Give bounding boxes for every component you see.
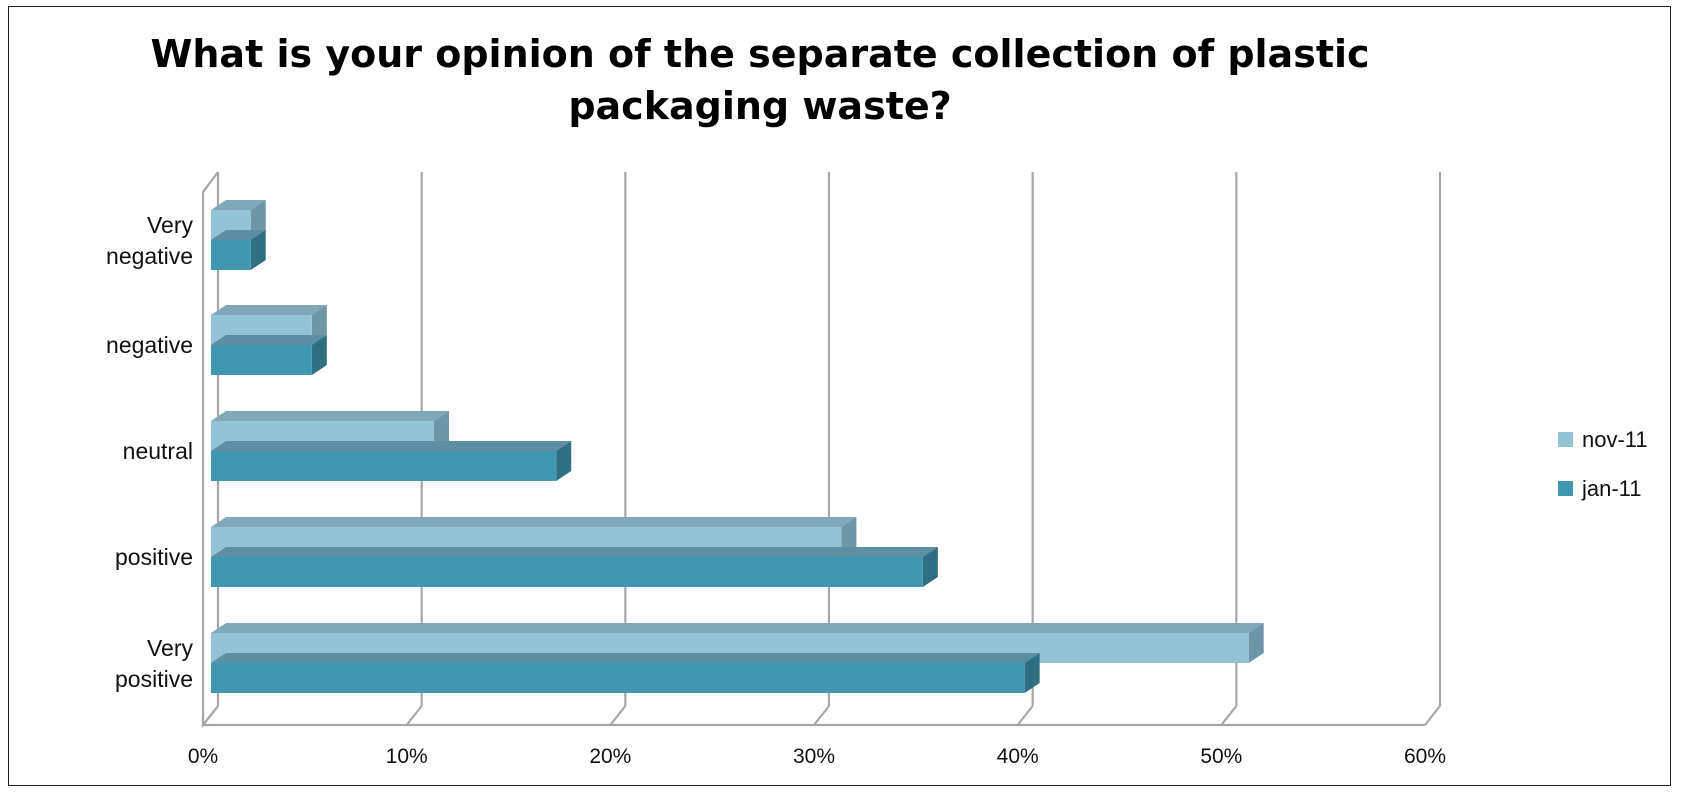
bar <box>211 345 312 375</box>
legend-label: jan-11 <box>1581 476 1642 501</box>
legend-swatch <box>1558 481 1573 496</box>
bar <box>211 557 923 587</box>
bar-top <box>211 653 1040 663</box>
x-tick-label: 60% <box>1404 745 1446 768</box>
bar-top <box>211 547 938 557</box>
bar-top <box>211 335 327 345</box>
category-label-line: Very <box>147 635 194 661</box>
bar-side <box>922 547 938 587</box>
bar-top <box>211 623 1264 633</box>
bar-side <box>1024 653 1040 693</box>
x-tick-label: 50% <box>1200 745 1242 768</box>
category-label-line: negative <box>106 332 193 358</box>
x-tick-label: 30% <box>793 745 835 768</box>
floor-gridline <box>1016 705 1034 726</box>
floor-gridline <box>813 705 830 726</box>
x-tick-label: 40% <box>997 745 1039 768</box>
bar <box>211 451 557 481</box>
bar-top <box>211 517 857 527</box>
bar <box>211 663 1025 693</box>
category-label-line: positive <box>115 666 193 692</box>
bar-side <box>556 441 572 481</box>
category-label: neutral <box>123 438 193 464</box>
bar-side <box>311 335 327 375</box>
bar-top <box>211 305 327 315</box>
bar <box>211 240 251 270</box>
bar-side <box>250 230 266 270</box>
chart-title: What is your opinion of the separate col… <box>0 28 1520 132</box>
x-tick-label: 10% <box>386 745 428 768</box>
bar-top <box>211 200 266 210</box>
category-label-line: Very <box>147 212 194 238</box>
category-label: negative <box>106 332 193 358</box>
legend-swatch <box>1558 432 1573 447</box>
category-label: positive <box>115 544 193 570</box>
category-label: Very positive <box>115 635 193 692</box>
bar-side <box>1248 623 1264 663</box>
category-label: Very negative <box>106 212 193 269</box>
x-tick-label: 0% <box>188 745 218 768</box>
legend-label: nov-11 <box>1582 427 1648 452</box>
x-tick-label: 20% <box>589 745 631 768</box>
category-label-line: neutral <box>123 438 193 464</box>
floor-gridline <box>1220 705 1238 726</box>
chart-title-line-2: packaging waste? <box>568 84 952 128</box>
floor-gridline <box>1424 705 1441 726</box>
chart-title-line-1: What is your opinion of the separate col… <box>150 32 1370 76</box>
category-label-line: positive <box>115 544 193 570</box>
category-label-line: negative <box>106 243 193 269</box>
floor-gridline <box>405 705 423 726</box>
bar-top <box>211 230 266 240</box>
side-wall <box>201 171 219 729</box>
bar-top <box>211 441 572 451</box>
floor-gridline <box>609 705 627 726</box>
bar-top <box>211 411 450 421</box>
